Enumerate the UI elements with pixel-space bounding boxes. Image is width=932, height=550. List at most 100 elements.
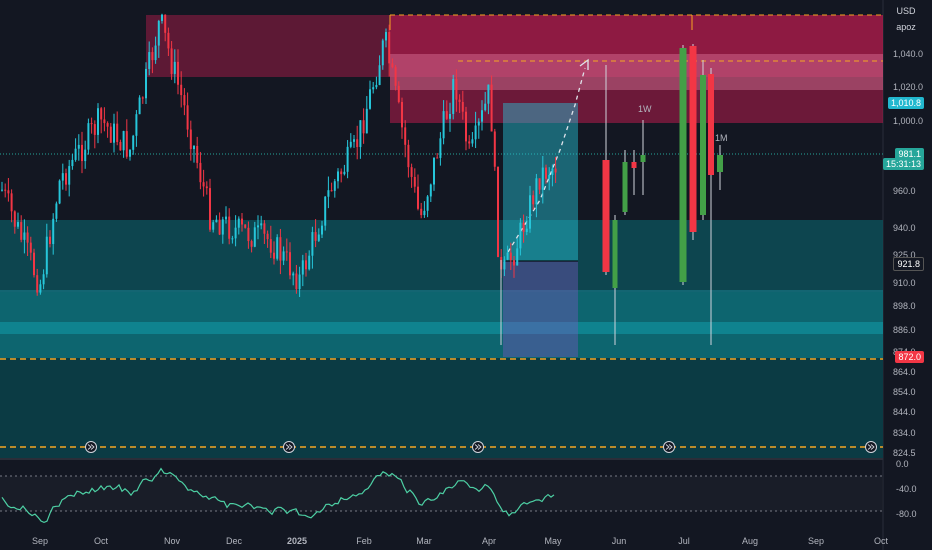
candle-body <box>225 216 227 220</box>
candle-body <box>81 144 83 162</box>
price-tick-label: 844.0 <box>893 407 916 417</box>
candle-body <box>273 252 275 259</box>
candle-body <box>337 171 339 182</box>
candle-body <box>209 188 211 230</box>
candle-body <box>449 113 451 119</box>
candle-body <box>161 14 163 21</box>
candle-body <box>244 224 247 228</box>
candle-body <box>321 225 323 235</box>
candle-body <box>173 61 176 74</box>
candle-body <box>401 101 403 128</box>
candle-body <box>394 67 397 86</box>
price-tick-label: 898.0 <box>893 301 916 311</box>
candle-body <box>180 84 183 96</box>
htf-candle-body <box>679 48 687 282</box>
time-axis-label: Jun <box>612 536 627 546</box>
candle-body <box>516 248 519 266</box>
candle-body <box>404 127 407 145</box>
candle-body <box>177 61 179 85</box>
candle-body <box>413 176 416 187</box>
price-tick-label: 1,040.0 <box>893 49 923 59</box>
candle-body <box>445 111 448 119</box>
time-axis-label: Dec <box>226 536 243 546</box>
candle-body <box>106 123 109 127</box>
time-axis-label: May <box>544 536 562 546</box>
candle-body <box>237 218 240 228</box>
scale-button[interactable]: apoz <box>896 22 916 32</box>
candle-body <box>391 63 394 68</box>
currency-button[interactable]: USD <box>896 6 916 16</box>
time-axis-label: Sep <box>32 536 48 546</box>
candle-body <box>135 114 138 136</box>
candle-body <box>189 129 192 150</box>
candle-body <box>343 171 346 175</box>
candle-body <box>327 190 330 197</box>
time-axis-label: Sep <box>808 536 824 546</box>
candle-body <box>362 120 365 134</box>
candles-daily <box>1 13 557 297</box>
candle-body <box>493 131 496 167</box>
candle-body <box>170 48 173 74</box>
candle-body <box>481 110 483 122</box>
candle-body <box>10 193 13 212</box>
candle-body <box>458 99 461 102</box>
candle-body <box>257 225 259 228</box>
candle-body <box>426 196 429 211</box>
htf-candle-body <box>717 155 723 172</box>
candle-body <box>7 190 10 194</box>
candle-body <box>93 124 96 135</box>
candle-body <box>228 216 231 239</box>
candle-body <box>49 236 51 245</box>
candle-body <box>455 79 458 100</box>
candle-body <box>253 227 256 247</box>
candle-body <box>119 142 122 151</box>
htf-candle-body <box>700 75 706 215</box>
candle-body <box>20 222 23 240</box>
time-axis-label: Mar <box>416 536 432 546</box>
htf-candle-body <box>631 162 637 168</box>
htf-candle-body <box>612 220 618 288</box>
candle-body <box>186 105 189 130</box>
candle-body <box>164 14 167 33</box>
price-tick-label: 1,020.0 <box>893 82 923 92</box>
candle-body <box>519 222 522 249</box>
candle-body <box>410 167 413 177</box>
arrows-right-icon-glyph <box>285 444 293 450</box>
arrows-right-icon-glyph <box>867 444 875 450</box>
candle-body <box>263 223 266 234</box>
candle-body <box>199 162 202 183</box>
candle-body <box>52 218 55 245</box>
candle-body <box>378 65 381 85</box>
osc-tick-label: -80.0 <box>896 509 917 519</box>
htf-candle-body <box>708 74 714 175</box>
candle-body <box>148 52 151 69</box>
candle-body <box>465 111 467 142</box>
arrows-right-icon <box>865 441 877 453</box>
candle-body <box>439 138 442 158</box>
candle-body <box>125 131 128 157</box>
candle-body <box>490 84 493 132</box>
candle-body <box>132 135 135 150</box>
candle-body <box>138 97 141 115</box>
time-axis-label: Oct <box>874 536 889 546</box>
candle-body <box>17 222 19 227</box>
candle-body <box>324 196 327 226</box>
candle-body <box>433 157 435 185</box>
candle-body <box>97 108 99 135</box>
candle-body <box>346 146 349 172</box>
candle-body <box>551 168 554 175</box>
candle-body <box>506 252 509 260</box>
candle-body <box>90 123 93 125</box>
candle-body <box>301 260 304 275</box>
candle-body <box>1 189 3 191</box>
candle-body <box>103 119 106 124</box>
label-1w: 1W <box>638 104 652 114</box>
osc-tick-label: 0.0 <box>896 459 909 469</box>
time-axis-label: Feb <box>356 536 372 546</box>
candle-body <box>193 146 195 150</box>
candle-body <box>388 32 391 64</box>
candle-body <box>468 141 471 144</box>
arrows-right-icon <box>663 441 675 453</box>
candle-body <box>215 219 218 223</box>
